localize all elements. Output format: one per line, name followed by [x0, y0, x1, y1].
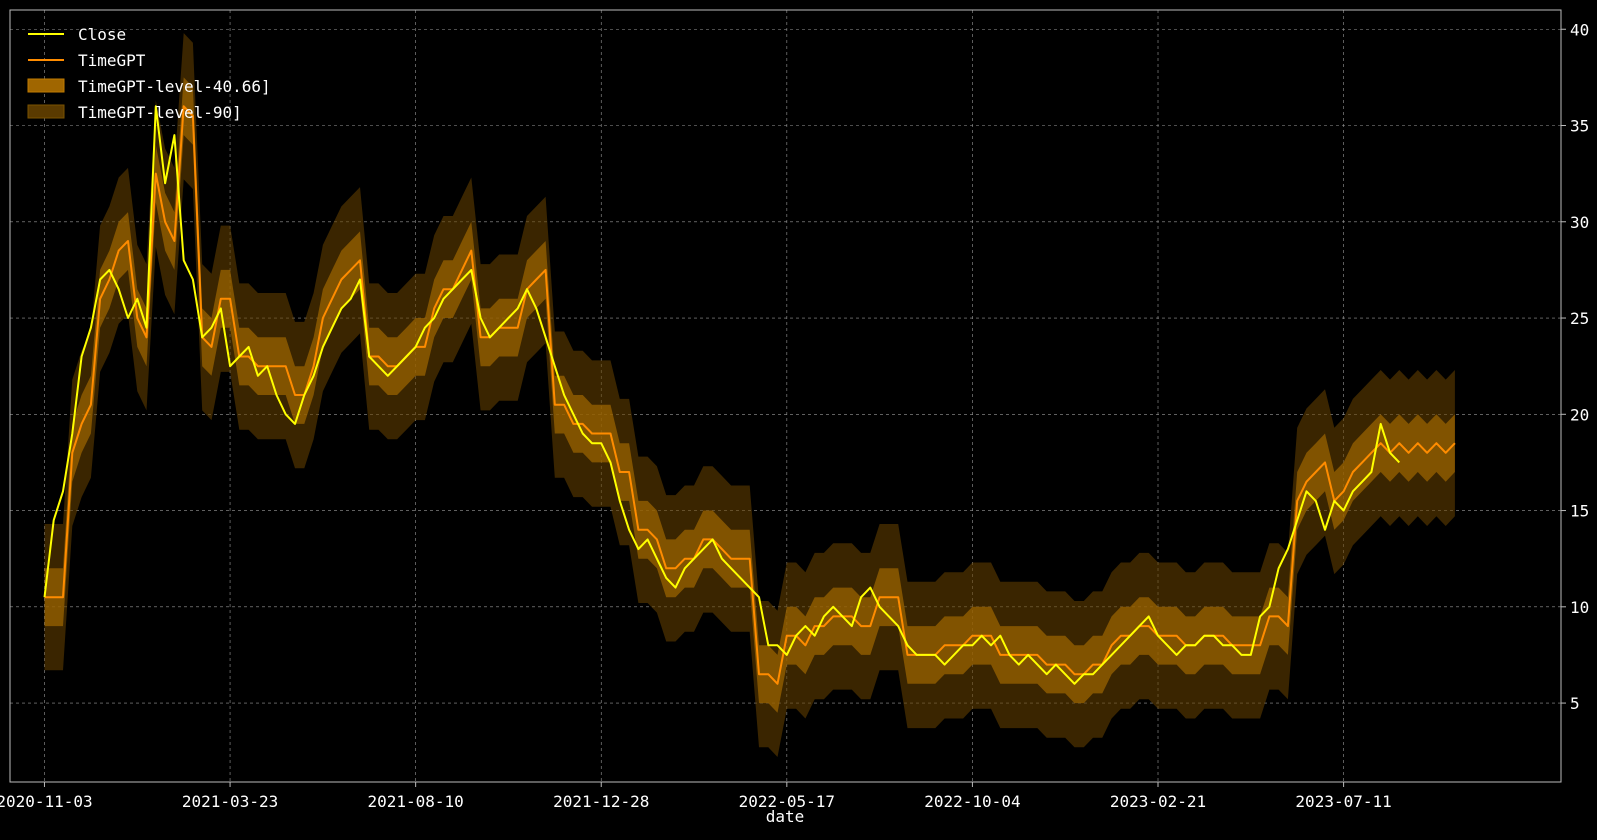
y-tick-label: 30 [1570, 213, 1589, 232]
y-axis-ticks: 5 10 15 20 25 30 35 40 [1561, 20, 1589, 713]
x-tick-label: 2023-02-21 [1110, 792, 1206, 811]
series-line-close [43, 105, 1401, 685]
x-tick-label: 2022-10-04 [924, 792, 1020, 811]
legend-swatch-level-40 [27, 78, 65, 93]
x-tick-label: 2021-08-10 [367, 792, 463, 811]
y-tick-label: 5 [1570, 694, 1580, 713]
series-lines [43, 105, 1456, 685]
x-tick-label: 2020-11-03 [0, 792, 93, 811]
y-tick-label: 25 [1570, 309, 1589, 328]
x-tick-label: 2021-03-23 [182, 792, 278, 811]
x-tick-label: 2021-12-28 [553, 792, 649, 811]
legend-swatch-level-90 [27, 104, 65, 119]
legend-label-level-90: TimeGPT-level-90] [78, 103, 242, 122]
x-axis-ticks: 2020-11-03 2021-03-23 2021-08-10 2021-12-28… [0, 782, 1392, 811]
legend-label-level-40: TimeGPT-level-40.66] [78, 77, 271, 96]
x-tick-label: 2023-07-11 [1295, 792, 1391, 811]
series-line-timegpt [44, 105, 1456, 685]
legend: Close TimeGPT TimeGPT-level-40.66] TimeG… [27, 25, 271, 122]
y-tick-label: 40 [1570, 20, 1589, 39]
legend-label-timegpt: TimeGPT [78, 51, 146, 70]
band-level-40 [44, 77, 1455, 713]
plot-frame [9, 9, 1562, 783]
y-tick-label: 15 [1570, 502, 1589, 521]
x-axis-label: date [766, 807, 805, 826]
x-tick-label: 2022-05-17 [739, 792, 835, 811]
y-tick-label: 35 [1570, 117, 1589, 136]
y-tick-label: 20 [1570, 405, 1589, 424]
y-tick-label: 10 [1570, 598, 1589, 617]
legend-label-close: Close [78, 25, 126, 44]
confidence-bands [44, 33, 1455, 758]
